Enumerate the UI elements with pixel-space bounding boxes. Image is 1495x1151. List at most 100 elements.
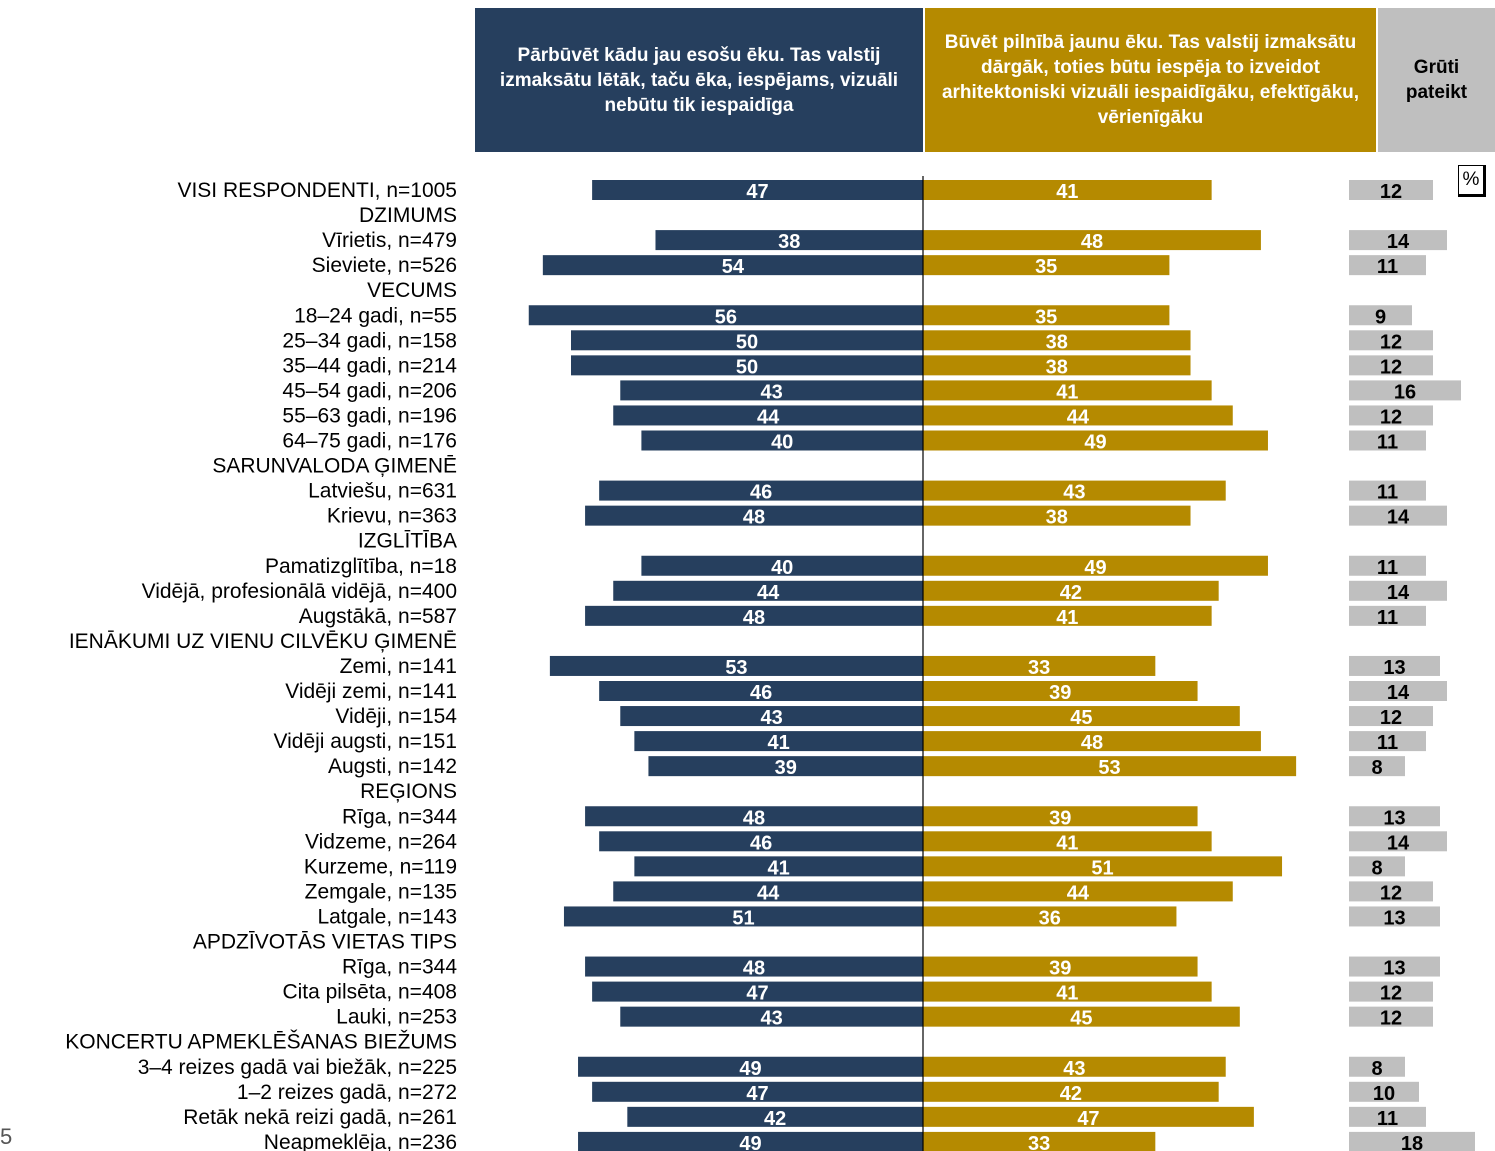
value-label-hard-to-say: 13	[1383, 907, 1405, 929]
value-label-rebuild: 44	[757, 882, 780, 904]
value-label-hard-to-say: 12	[1380, 406, 1402, 428]
value-label-rebuild: 38	[778, 231, 800, 253]
bar-new-build	[923, 831, 1212, 852]
value-label-hard-to-say: 14	[1387, 682, 1410, 704]
row-label: Zemgale, n=135	[305, 880, 457, 903]
bar-rebuild	[613, 580, 923, 601]
value-label-rebuild: 50	[736, 356, 758, 378]
value-label-rebuild: 43	[761, 707, 783, 729]
value-label-new-build: 35	[1035, 256, 1057, 278]
value-label-rebuild: 44	[757, 406, 780, 428]
bar-new-build	[923, 681, 1198, 701]
bar-hard-to-say	[1349, 1131, 1475, 1151]
value-label-hard-to-say: 12	[1380, 882, 1402, 904]
value-label-hard-to-say: 14	[1387, 507, 1410, 529]
bar-new-build	[923, 756, 1297, 777]
bar-hard-to-say	[1349, 580, 1447, 601]
row-label: Rīga, n=344	[342, 956, 457, 979]
value-label-new-build: 53	[1098, 757, 1120, 779]
value-label-rebuild: 46	[750, 832, 772, 854]
bar-new-build	[923, 881, 1233, 902]
value-label-new-build: 38	[1046, 507, 1068, 529]
bar-rebuild	[627, 1106, 923, 1127]
value-label-rebuild: 40	[771, 432, 793, 454]
bar-hard-to-say	[1349, 881, 1433, 902]
row-label: 45–54 gadi, n=206	[282, 379, 457, 402]
bar-new-build	[923, 1106, 1254, 1127]
value-label-rebuild: 40	[771, 557, 793, 579]
row-label: 1–2 reizes gadā, n=272	[237, 1081, 457, 1104]
bar-hard-to-say	[1349, 380, 1461, 401]
bar-new-build	[923, 655, 1156, 676]
bar-hard-to-say	[1349, 831, 1447, 852]
bar-new-build	[923, 1056, 1226, 1077]
bar-hard-to-say	[1349, 480, 1426, 501]
value-label-rebuild: 44	[757, 582, 780, 604]
row-label: Vīrietis, n=479	[322, 229, 457, 252]
value-label-rebuild: 56	[715, 306, 737, 328]
bar-hard-to-say	[1349, 305, 1412, 326]
value-label-rebuild: 49	[739, 1133, 761, 1151]
group-heading-label: IENĀKUMI UZ VIENU CILVĒKU ĢIMENĒ	[69, 630, 457, 653]
row-label: Augstākā, n=587	[299, 605, 457, 628]
value-label-new-build: 41	[1056, 381, 1078, 403]
group-heading-label: SARUNVALODA ĢIMENĒ	[212, 455, 457, 478]
bar-rebuild	[599, 831, 923, 852]
row-label: Retāk nekā reizi gadā, n=261	[183, 1106, 457, 1129]
bar-new-build	[923, 255, 1170, 276]
value-label-hard-to-say: 11	[1377, 432, 1398, 454]
bar-rebuild	[620, 380, 923, 401]
value-label-rebuild: 48	[743, 507, 765, 529]
bar-rebuild	[592, 180, 923, 200]
bar-rebuild	[549, 655, 923, 676]
value-label-rebuild: 39	[775, 757, 797, 779]
row-label: Pamatizglītība, n=18	[265, 555, 457, 578]
bar-hard-to-say	[1349, 555, 1426, 576]
value-label-hard-to-say: 11	[1377, 607, 1398, 629]
bar-new-build	[923, 430, 1268, 451]
header-series-new-build: Būvēt pilnībā jaunu ēku. Tas valstij izm…	[925, 8, 1376, 152]
bar-new-build	[923, 956, 1198, 977]
value-label-new-build: 45	[1070, 1008, 1092, 1030]
bar-hard-to-say	[1349, 330, 1433, 351]
value-label-hard-to-say: 12	[1380, 181, 1402, 203]
bar-rebuild	[634, 856, 923, 877]
value-label-hard-to-say: 13	[1383, 657, 1405, 679]
value-label-rebuild: 48	[743, 607, 765, 629]
bar-hard-to-say	[1349, 731, 1426, 752]
value-label-hard-to-say: 12	[1380, 1008, 1402, 1030]
value-label-new-build: 41	[1056, 607, 1078, 629]
value-label-hard-to-say: 8	[1371, 857, 1382, 879]
bar-hard-to-say	[1349, 605, 1426, 626]
bar-new-build	[923, 981, 1212, 1002]
value-label-new-build: 42	[1060, 1083, 1082, 1105]
bar-rebuild	[613, 405, 923, 426]
bar-rebuild	[634, 731, 923, 752]
bar-new-build	[923, 1081, 1219, 1102]
bar-hard-to-say	[1349, 906, 1440, 927]
bar-hard-to-say	[1349, 405, 1433, 426]
bar-new-build	[923, 480, 1226, 501]
bar-rebuild	[563, 906, 923, 927]
value-label-hard-to-say: 11	[1377, 482, 1398, 504]
value-label-new-build: 35	[1035, 306, 1057, 328]
value-label-new-build: 39	[1049, 682, 1071, 704]
value-label-hard-to-say: 13	[1383, 807, 1405, 829]
bar-new-build	[923, 856, 1283, 877]
row-label: Kurzeme, n=119	[304, 855, 457, 878]
value-label-rebuild: 54	[722, 256, 745, 278]
row-label: 35–44 gadi, n=214	[282, 354, 457, 377]
row-label: 25–34 gadi, n=158	[282, 329, 457, 352]
bar-new-build	[923, 405, 1233, 426]
value-label-new-build: 38	[1046, 331, 1068, 353]
bar-new-build	[923, 580, 1219, 601]
value-label-hard-to-say: 10	[1373, 1083, 1395, 1105]
value-label-hard-to-say: 8	[1371, 1058, 1382, 1080]
value-label-hard-to-say: 12	[1380, 331, 1402, 353]
bar-rebuild	[585, 956, 923, 977]
row-label: Sieviete, n=526	[312, 254, 457, 277]
value-label-new-build: 38	[1046, 356, 1068, 378]
bar-rebuild	[641, 430, 923, 451]
row-label: Augsti, n=142	[328, 755, 457, 778]
bar-rebuild	[585, 806, 923, 827]
